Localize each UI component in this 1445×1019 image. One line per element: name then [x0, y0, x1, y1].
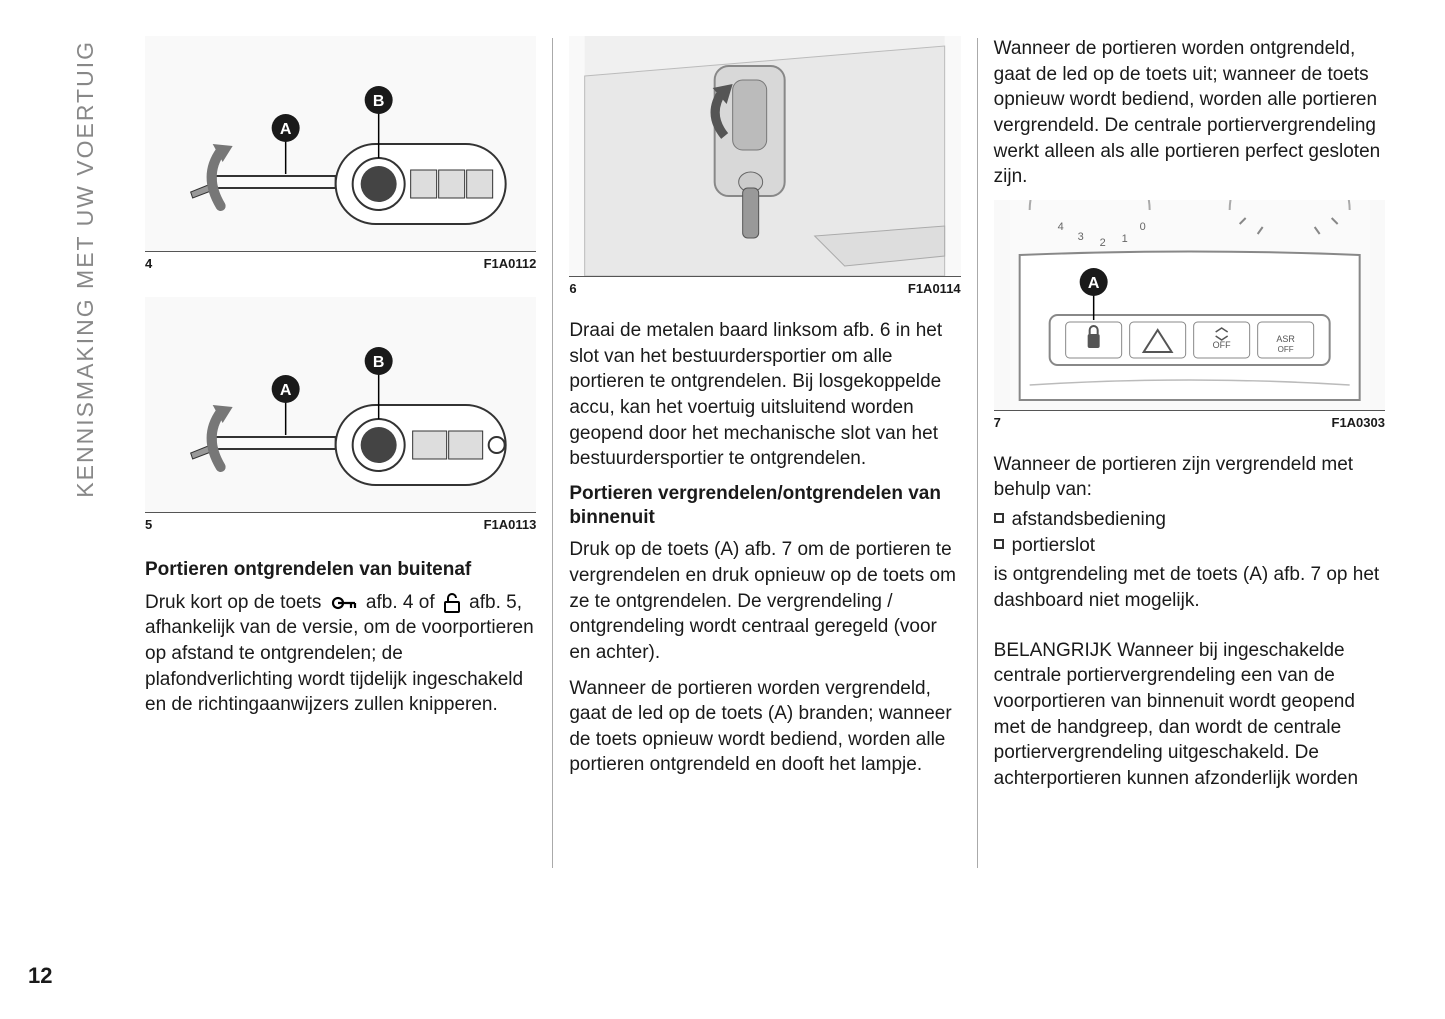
bullet-icon [994, 513, 1004, 523]
col3-paragraph-1: Wanneer de portieren worden ontgrendeld,… [994, 36, 1385, 190]
figure-5-number: 5 [145, 517, 152, 532]
col2-title-2: Portieren vergrendelen/ontgrendelen van … [569, 482, 960, 530]
col3-bullet-2-text: portierslot [1012, 533, 1095, 559]
figure-4-image: A B [145, 36, 536, 251]
figure-6-code: F1A0114 [908, 281, 961, 296]
figure-5-image: A B [145, 297, 536, 512]
figure-6-caption: 6 F1A0114 [569, 276, 960, 296]
figure-4-number: 4 [145, 256, 152, 271]
page-number: 12 [28, 963, 52, 989]
col2-paragraph-1: Draai de metalen baard linksom afb. 6 in… [569, 318, 960, 472]
figure-4-code: F1A0112 [484, 256, 537, 271]
unlock-padlock-icon [442, 592, 462, 614]
svg-text:3: 3 [1077, 231, 1083, 243]
col3-bullet-1: afstandsbediening [994, 507, 1385, 533]
svg-text:0: 0 [1139, 221, 1145, 233]
figure-4: A B 4 F1A0112 [145, 36, 536, 271]
svg-text:B: B [373, 93, 385, 110]
svg-text:OFF: OFF [1277, 345, 1293, 354]
col1-para1-a: Druk kort op de toets [145, 592, 327, 613]
svg-text:ASR: ASR [1276, 334, 1295, 344]
col3-paragraph-2: Wanneer de portieren zijn vergrendeld me… [994, 452, 1385, 503]
svg-text:1: 1 [1121, 233, 1127, 245]
column-3: Wanneer de portieren worden ontgrendeld,… [978, 36, 1385, 868]
svg-text:A: A [1088, 275, 1100, 292]
col2-paragraph-3: Wanneer de portieren worden vergrendeld,… [569, 676, 960, 779]
figure-6: 6 F1A0114 [569, 36, 960, 296]
svg-text:OFF: OFF [1212, 340, 1230, 350]
col1-para1-b: afb. 4 of [361, 592, 440, 613]
column-1: A B 4 F1A0112 [145, 36, 552, 868]
svg-text:B: B [373, 354, 385, 371]
col1-title-1: Portieren ontgrendelen van buitenaf [145, 558, 536, 582]
col3-paragraph-4: BELANGRIJK Wanneer bij ingeschakelde cen… [994, 638, 1385, 792]
col1-paragraph-1: Druk kort op de toets afb. 4 of afb. 5, … [145, 590, 536, 718]
col3-paragraph-3: is ontgrendeling met de toets (A) afb. 7… [994, 562, 1385, 613]
figure-5: A B 5 F1A0113 [145, 297, 536, 532]
figure-6-number: 6 [569, 281, 576, 296]
column-2: 6 F1A0114 Draai de metalen baard linksom… [553, 36, 976, 868]
figure-7-caption: 7 F1A0303 [994, 410, 1385, 430]
bullet-icon [994, 539, 1004, 549]
figure-7: 4 3 2 1 0 OFF [994, 200, 1385, 430]
figure-7-image: 4 3 2 1 0 OFF [994, 200, 1385, 410]
figure-5-code: F1A0113 [484, 517, 537, 532]
svg-text:A: A [280, 382, 292, 399]
figure-7-code: F1A0303 [1332, 415, 1385, 430]
figure-7-number: 7 [994, 415, 1001, 430]
vertical-header-text: KENNISMAKING MET UW VOERTUIG [72, 40, 99, 498]
figure-6-image [569, 36, 960, 276]
svg-text:4: 4 [1057, 221, 1063, 233]
col2-paragraph-2: Druk op de toets (A) afb. 7 om de portie… [569, 537, 960, 665]
svg-text:A: A [280, 121, 292, 138]
col3-bullet-1-text: afstandsbediening [1012, 507, 1166, 533]
unlock-key-icon [329, 594, 359, 612]
figure-5-caption: 5 F1A0113 [145, 512, 536, 532]
vertical-section-header: KENNISMAKING MET UW VOERTUIG [72, 40, 112, 550]
col3-bullet-2: portierslot [994, 533, 1385, 559]
figure-4-caption: 4 F1A0112 [145, 251, 536, 271]
content-columns: A B 4 F1A0112 [145, 36, 1385, 868]
svg-text:2: 2 [1099, 237, 1105, 249]
